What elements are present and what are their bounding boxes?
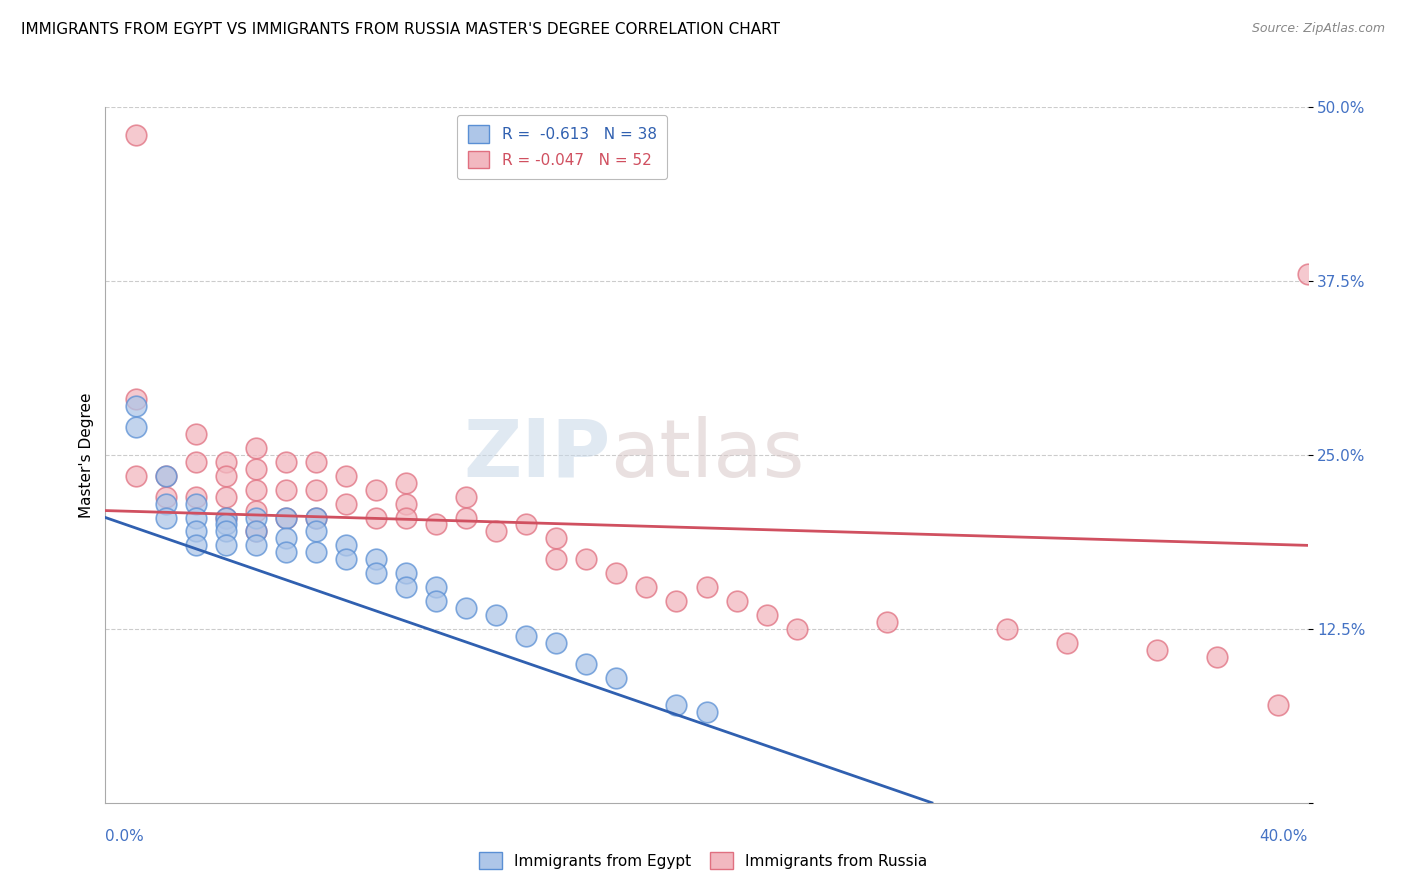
Text: 40.0%: 40.0% [1260, 830, 1308, 844]
Point [214, 524, 236, 539]
Text: 0.0%: 0.0% [105, 830, 145, 844]
Point [214, 455, 236, 469]
Point [214, 468, 236, 483]
Point [184, 510, 207, 524]
Point [995, 622, 1018, 636]
Point [184, 497, 207, 511]
Point [184, 524, 207, 539]
Point [124, 420, 146, 434]
Point [305, 510, 328, 524]
Point [876, 615, 898, 629]
Point [364, 510, 387, 524]
Point [1267, 698, 1289, 713]
Point [305, 510, 328, 524]
Point [786, 622, 808, 636]
Point [395, 497, 418, 511]
Point [364, 566, 387, 581]
Point [425, 517, 447, 532]
Point [546, 532, 568, 546]
Point [725, 594, 748, 608]
Point [696, 706, 718, 720]
Point [605, 671, 627, 685]
Point [335, 497, 357, 511]
Point [485, 607, 508, 622]
Point [305, 483, 328, 497]
Text: Source: ZipAtlas.com: Source: ZipAtlas.com [1251, 22, 1385, 36]
Point [305, 524, 328, 539]
Point [665, 698, 688, 713]
Point [305, 545, 328, 559]
Point [245, 441, 267, 455]
Text: atlas: atlas [610, 416, 804, 494]
Point [515, 629, 537, 643]
Point [395, 566, 418, 581]
Point [1146, 642, 1168, 657]
Point [454, 601, 477, 615]
Point [124, 128, 146, 142]
Point [575, 552, 598, 566]
Point [155, 468, 177, 483]
Point [755, 607, 778, 622]
Point [184, 490, 207, 504]
Legend: R =  -0.613   N = 38, R = -0.047   N = 52: R = -0.613 N = 38, R = -0.047 N = 52 [457, 115, 668, 179]
Point [546, 636, 568, 650]
Point [155, 490, 177, 504]
Point [425, 580, 447, 594]
Point [124, 392, 146, 407]
Point [696, 580, 718, 594]
Point [184, 538, 207, 552]
Point [245, 503, 267, 517]
Point [274, 510, 297, 524]
Text: ZIP: ZIP [463, 416, 610, 494]
Point [335, 552, 357, 566]
Point [546, 552, 568, 566]
Point [665, 594, 688, 608]
Point [155, 510, 177, 524]
Point [274, 545, 297, 559]
Point [214, 510, 236, 524]
Point [364, 552, 387, 566]
Point [245, 524, 267, 539]
Point [515, 517, 537, 532]
Point [155, 497, 177, 511]
Legend: Immigrants from Egypt, Immigrants from Russia: Immigrants from Egypt, Immigrants from R… [472, 846, 934, 875]
Point [335, 468, 357, 483]
Point [364, 483, 387, 497]
Point [425, 594, 447, 608]
Point [605, 566, 627, 581]
Point [395, 510, 418, 524]
Point [1056, 636, 1078, 650]
Point [274, 532, 297, 546]
Point [575, 657, 598, 671]
Point [245, 524, 267, 539]
Point [214, 510, 236, 524]
Point [245, 462, 267, 476]
Point [124, 399, 146, 413]
Point [184, 455, 207, 469]
Point [214, 538, 236, 552]
Point [274, 483, 297, 497]
Point [454, 510, 477, 524]
Point [214, 517, 236, 532]
Y-axis label: Master's Degree: Master's Degree [79, 392, 94, 517]
Point [245, 510, 267, 524]
Point [274, 455, 297, 469]
Point [305, 455, 328, 469]
Point [245, 538, 267, 552]
Point [395, 475, 418, 490]
Text: IMMIGRANTS FROM EGYPT VS IMMIGRANTS FROM RUSSIA MASTER'S DEGREE CORRELATION CHAR: IMMIGRANTS FROM EGYPT VS IMMIGRANTS FROM… [21, 22, 780, 37]
Point [1206, 649, 1229, 664]
Point [395, 580, 418, 594]
Point [184, 427, 207, 442]
Point [636, 580, 658, 594]
Point [214, 490, 236, 504]
Point [454, 490, 477, 504]
Point [124, 468, 146, 483]
Point [155, 468, 177, 483]
Point [274, 510, 297, 524]
Point [335, 538, 357, 552]
Point [245, 483, 267, 497]
Point [1296, 267, 1319, 281]
Point [485, 524, 508, 539]
